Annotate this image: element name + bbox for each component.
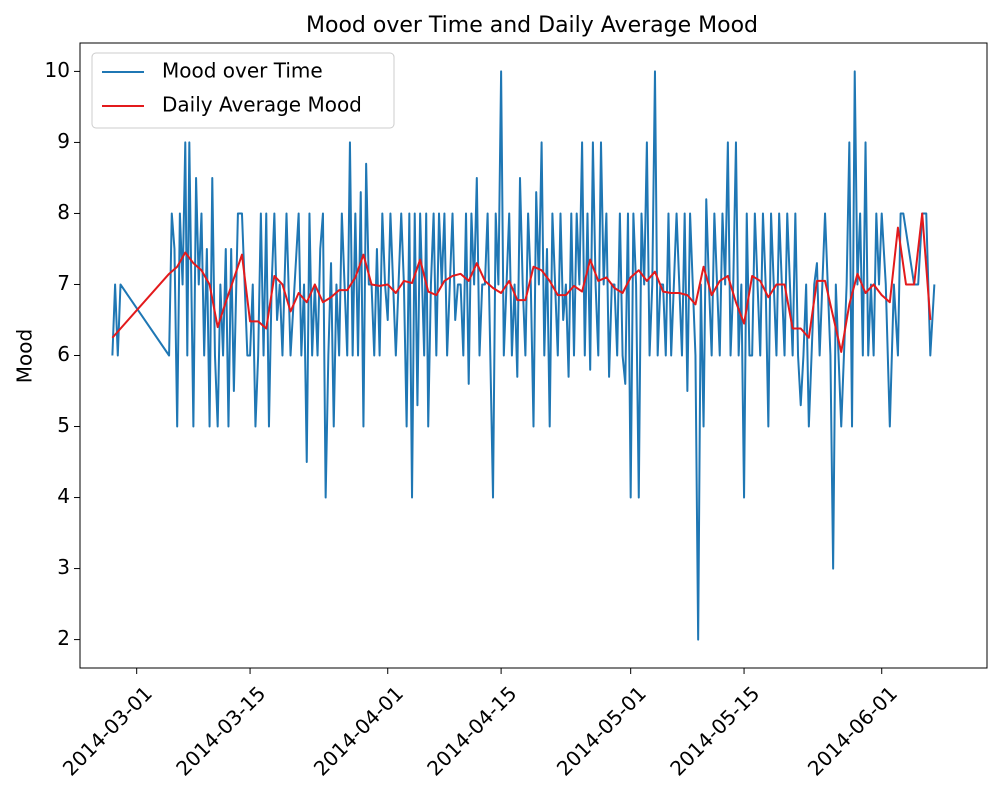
y-tick-label: 9 bbox=[57, 129, 70, 153]
y-tick-label: 5 bbox=[57, 413, 70, 437]
legend-box bbox=[91, 52, 395, 129]
legend-label: Daily Average Mood bbox=[162, 93, 362, 117]
y-tick-label: 8 bbox=[57, 200, 70, 224]
y-tick-label: 6 bbox=[57, 342, 70, 366]
y-tick-label: 7 bbox=[57, 271, 70, 295]
y-tick-label: 4 bbox=[57, 484, 70, 508]
y-axis-label: Mood bbox=[13, 329, 37, 383]
legend-label: Mood over Time bbox=[162, 59, 323, 83]
chart-title: Mood over Time and Daily Average Mood bbox=[306, 13, 758, 38]
line-series bbox=[111, 70, 936, 641]
y-tick-label: 10 bbox=[45, 58, 70, 82]
y-tick-label: 2 bbox=[57, 626, 70, 650]
y-tick-label: 3 bbox=[57, 555, 70, 579]
plot-frame bbox=[79, 42, 988, 669]
line-series bbox=[111, 212, 932, 353]
